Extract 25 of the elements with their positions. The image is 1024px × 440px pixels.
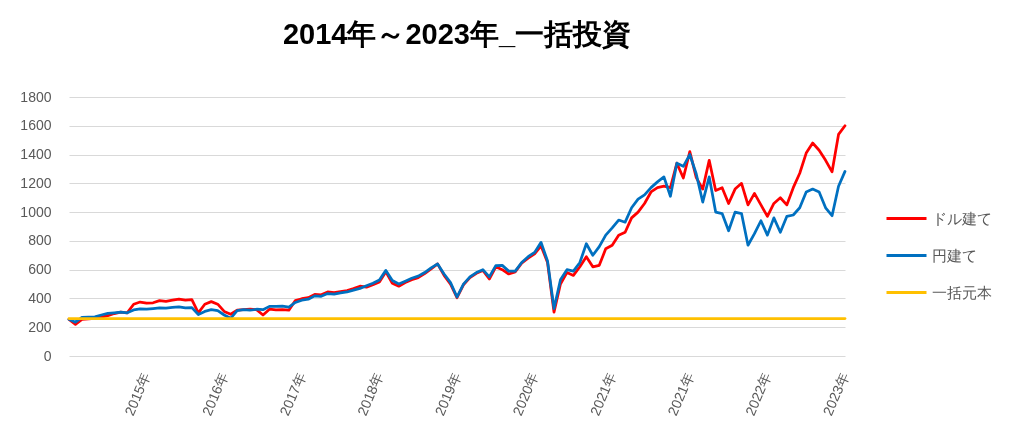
chart-title: 2014年～2023年_一括投資	[282, 18, 632, 50]
x-tick-label: 2021年	[586, 369, 620, 418]
x-tick-label: 2019年	[431, 369, 464, 418]
y-tick-label: 200	[28, 318, 52, 335]
x-tick-label: 2017年	[276, 369, 309, 418]
legend-label: 一括元本	[932, 283, 992, 301]
legend-label: 円建て	[932, 246, 977, 264]
x-tick-label: 2015年	[121, 369, 154, 418]
y-tick-label: 1200	[20, 174, 52, 191]
y-tick-label: 400	[28, 289, 52, 306]
y-tick-label: 1000	[20, 203, 52, 220]
x-tick-label: 2016年	[198, 369, 232, 418]
y-tick-label: 1600	[20, 117, 52, 134]
y-tick-label: 1400	[20, 146, 52, 163]
x-tick-label: 2022年	[741, 369, 775, 418]
x-tick-label: 2023年	[819, 369, 852, 418]
y-tick-label: 0	[43, 347, 52, 364]
y-tick-label: 600	[28, 261, 52, 278]
line-series	[67, 153, 847, 324]
x-tick-label: 2021年	[664, 369, 697, 418]
y-tick-label: 1800	[20, 88, 52, 105]
legend-label: ドル建て	[932, 209, 992, 227]
y-tick-label: 800	[28, 232, 52, 249]
x-tick-label: 2018年	[353, 369, 387, 418]
x-tick-label: 2020年	[509, 369, 542, 418]
